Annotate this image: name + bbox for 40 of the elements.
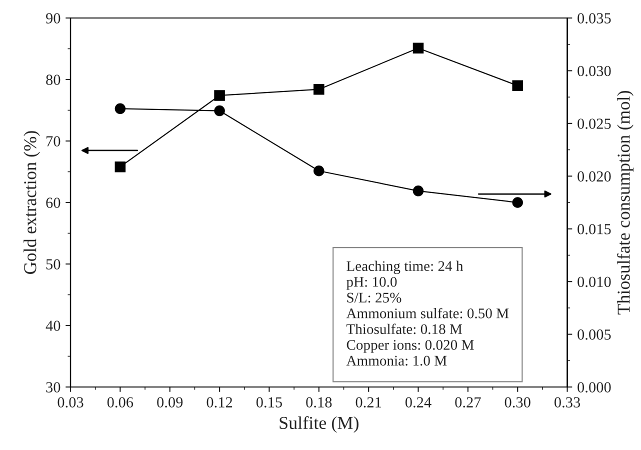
x-tick-label: 0.06 xyxy=(107,397,134,408)
x-tick-label: 0.24 xyxy=(405,397,432,408)
y-tick-label: 60 xyxy=(46,198,60,208)
y2-tick-label: 0.010 xyxy=(578,276,611,288)
x-tick-label: 0.30 xyxy=(504,397,530,408)
y-axis-title: Gold extraction (%) xyxy=(24,131,40,274)
x-tick-label: 0.03 xyxy=(58,397,84,408)
x-tick-label: 0.33 xyxy=(554,397,580,408)
point xyxy=(512,80,523,92)
x-axis-title: Sulfite (M) xyxy=(280,416,358,433)
y-tick-label: 50 xyxy=(46,259,60,270)
x-tick-label: 0.09 xyxy=(157,397,183,408)
y2-tick-label: 0.030 xyxy=(578,66,611,76)
y2-tick-label: 0.005 xyxy=(578,329,611,340)
y2-tick-label: 0.035 xyxy=(578,13,611,24)
x-tick-label: 0.15 xyxy=(256,397,282,408)
x-tick-label: 0.21 xyxy=(356,397,382,408)
x-tick-label: 0.18 xyxy=(306,397,332,408)
y-tick-label: 70 xyxy=(46,136,60,146)
y-tick-label: 80 xyxy=(46,74,60,85)
point xyxy=(214,105,225,116)
annotation: Leaching time: 24 h pH: 10.0 S/L: 25% Ammonium sulfate: 0.50 M Thiosulfate: 0.18 M Copper ions: 0.020 M Ammonia: 1.0 M xyxy=(346,260,509,366)
y2-axis-title: Thiosulfate consumption (mol) xyxy=(616,90,634,314)
point xyxy=(214,90,225,101)
point xyxy=(314,165,324,176)
y-tick-label: 30 xyxy=(46,382,60,392)
point xyxy=(412,42,424,54)
y2-tick-label: 0.025 xyxy=(578,118,611,129)
point xyxy=(114,161,126,172)
y2-tick-label: 0.015 xyxy=(578,224,611,234)
point xyxy=(512,197,523,208)
point xyxy=(114,103,126,114)
y-tick-label: 90 xyxy=(46,13,60,24)
y2-tick-label: 0.020 xyxy=(578,171,611,182)
point xyxy=(314,84,324,95)
y2-tick-label: 0.000 xyxy=(578,382,611,393)
x-tick-label: 0.12 xyxy=(206,397,232,408)
y-tick-label: 40 xyxy=(46,320,60,331)
point xyxy=(412,186,424,196)
x-tick-label: 0.27 xyxy=(455,397,481,408)
